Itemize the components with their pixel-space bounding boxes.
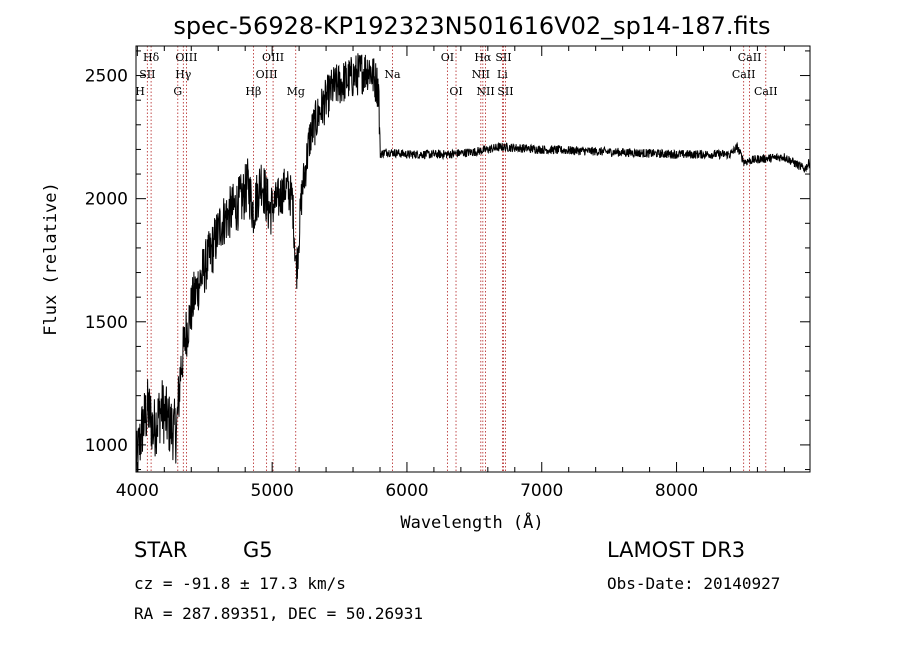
x-tick-label-1: 5000 xyxy=(251,481,294,501)
line-label-1: Hδ xyxy=(143,51,160,64)
x-axis: 4000 5000 6000 7000 8000 xyxy=(116,46,785,501)
line-label-4: Hγ xyxy=(175,68,192,81)
line-label-0: H xyxy=(135,85,145,98)
spectral-line-labels: HHδSIIGHγOIIIHβOIIIOIIIMgNaOIOINIIHαNIIL… xyxy=(135,51,777,98)
line-label-15: NII xyxy=(476,85,494,98)
line-label-21: CaII xyxy=(754,85,778,98)
chart-title: spec-56928-KP192323N501616V02_sp14-187.f… xyxy=(173,12,770,40)
plot-frame xyxy=(135,45,811,473)
spectral-line-markers xyxy=(146,46,767,472)
line-label-18: SII xyxy=(497,85,513,98)
y-tick-label-2: 2000 xyxy=(85,190,128,210)
object-subclass: G5 xyxy=(243,538,273,562)
line-label-14: Hα xyxy=(474,51,492,64)
x-tick-label-4: 8000 xyxy=(655,481,698,501)
line-label-7: OIII xyxy=(256,68,278,81)
x-tick-label-3: 7000 xyxy=(520,481,563,501)
line-label-19: CaII xyxy=(732,68,756,81)
coordinates: RA = 287.89351, DEC = 50.26931 xyxy=(134,604,423,623)
y-tick-label-0: 1000 xyxy=(85,436,128,456)
line-label-10: Na xyxy=(384,68,401,81)
x-axis-label: Wavelength (Å) xyxy=(400,511,543,533)
line-label-9: Mg xyxy=(287,85,305,98)
line-label-12: OI xyxy=(449,85,462,98)
line-label-11: OI xyxy=(441,51,454,64)
y-tick-label-1: 1500 xyxy=(85,313,128,333)
y-tick-label-3: 2500 xyxy=(85,67,128,87)
y-axis: 1000 1500 2000 2500 xyxy=(85,50,810,471)
x-tick-label-2: 6000 xyxy=(385,481,428,501)
object-class: STAR xyxy=(134,538,188,562)
line-label-20: CaII xyxy=(738,51,762,64)
observation-date: Obs-Date: 20140927 xyxy=(607,574,781,593)
spectrum-line xyxy=(135,53,811,473)
line-label-5: OIII xyxy=(175,51,197,64)
line-label-3: G xyxy=(173,85,182,98)
line-label-16: Li xyxy=(497,68,508,81)
y-axis-label: Flux (relative) xyxy=(41,182,61,336)
line-label-17: SII xyxy=(495,51,511,64)
line-label-6: Hβ xyxy=(245,85,261,98)
plot-area: 4000 5000 6000 7000 8000 1000 1500 2000 2500 H H… xyxy=(85,45,811,501)
line-label-8: OIII xyxy=(262,51,284,64)
redshift-velocity: cz = -91.8 ± 17.3 km/s xyxy=(134,574,346,593)
x-tick-label-0: 4000 xyxy=(116,481,159,501)
line-label-13: NII xyxy=(472,68,490,81)
survey-name: LAMOST DR3 xyxy=(607,538,746,562)
line-label-2: SII xyxy=(139,68,155,81)
